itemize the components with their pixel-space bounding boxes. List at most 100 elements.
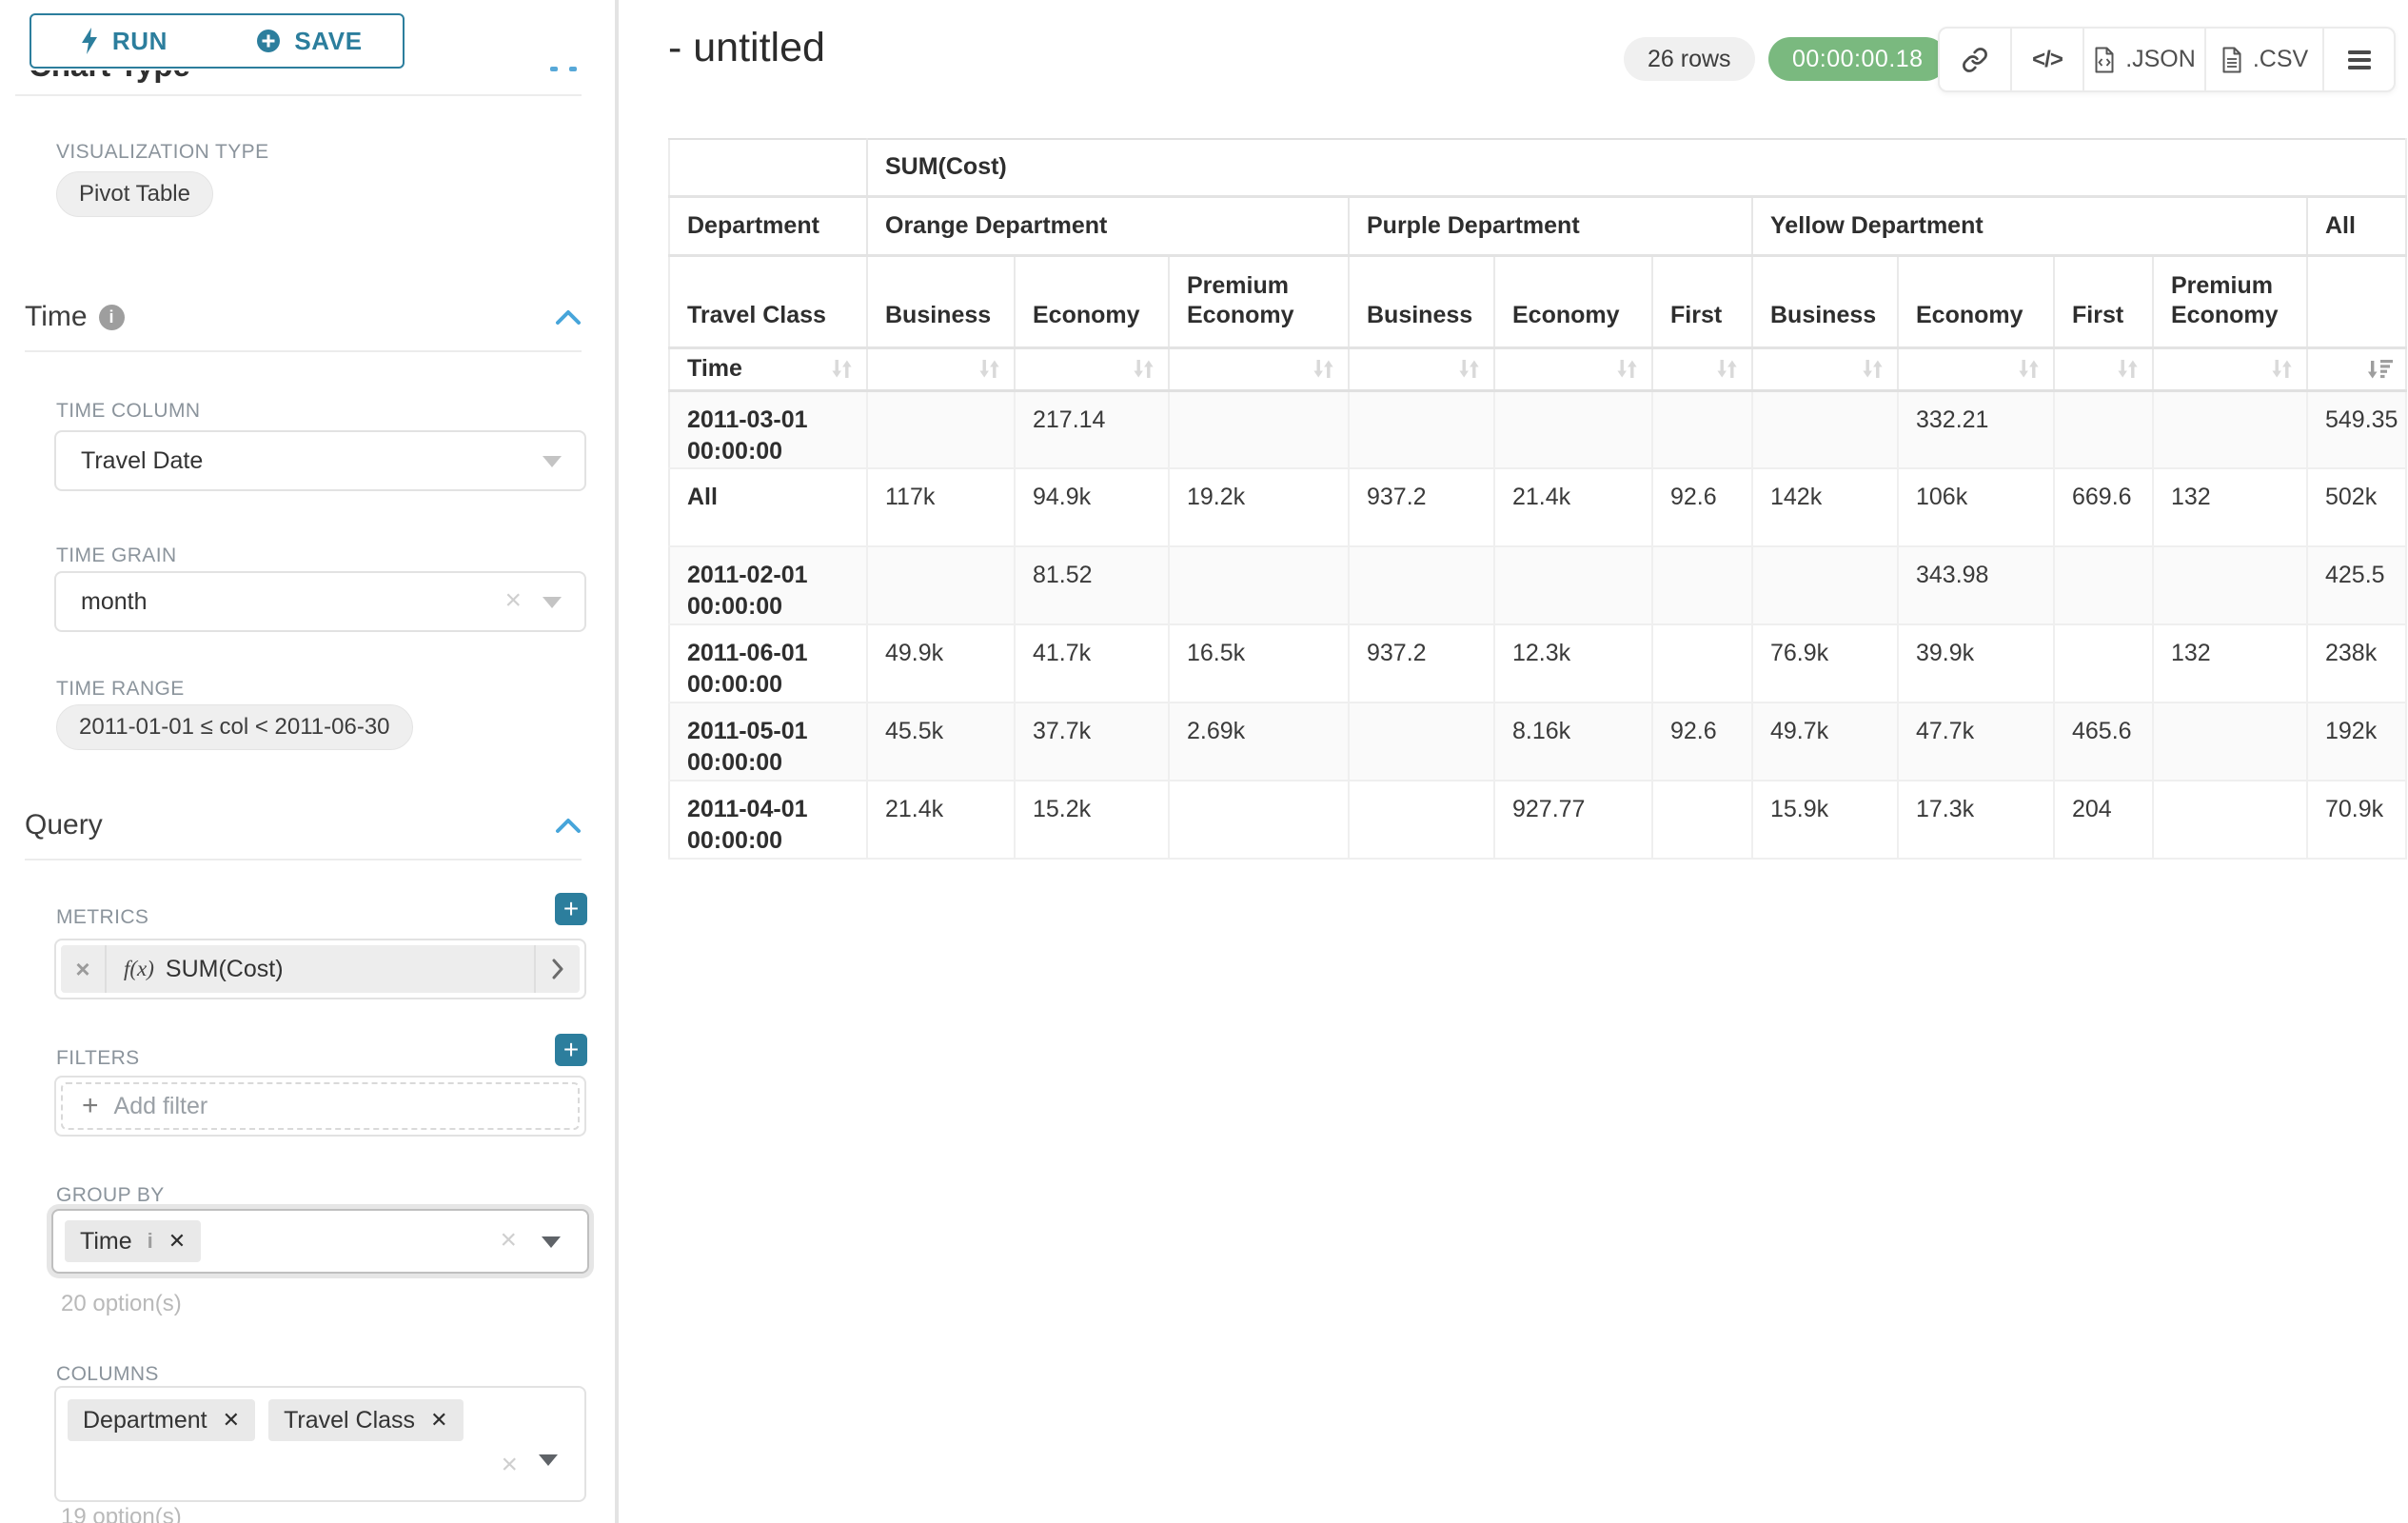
table-row: 2011-04-01 00:00:00 21.4k 15.2k 927.77 15.9k… xyxy=(669,781,2408,860)
pivot-col-header: Business xyxy=(867,255,1016,349)
visualization-type-label: VISUALIZATION TYPE xyxy=(56,141,269,163)
visualization-type-chip[interactable]: Pivot Table xyxy=(56,171,213,217)
remove-icon[interactable]: ✕ xyxy=(430,1408,448,1432)
pivot-value-cell: 15.9k xyxy=(1752,781,1899,860)
pivot-value-cell: 19.2k xyxy=(1169,468,1350,547)
column-group-header: Orange Department xyxy=(867,196,1350,257)
metric-pill[interactable]: × f(x) SUM(Cost) xyxy=(61,945,580,993)
clear-icon[interactable]: × xyxy=(504,583,522,616)
pivot-value-cell: 21.4k xyxy=(1494,468,1653,547)
time-range-chip[interactable]: 2011-01-01 ≤ col < 2011-06-30 xyxy=(56,704,413,750)
sort-icon[interactable] xyxy=(2016,356,2042,382)
sort-icon[interactable] xyxy=(2269,356,2295,382)
export-csv-button[interactable]: .CSV xyxy=(2206,29,2324,90)
pivot-value-cell xyxy=(2054,624,2154,703)
sort-cell xyxy=(867,347,1016,392)
time-section-header: Time i xyxy=(25,301,582,333)
sort-icon[interactable] xyxy=(1614,356,1640,382)
pivot-value-cell xyxy=(2153,546,2308,625)
clipped-icon xyxy=(569,67,577,71)
time-section-title: Time xyxy=(25,301,88,332)
sort-cell xyxy=(1494,347,1653,392)
json-label: .JSON xyxy=(2125,46,2196,72)
add-filter-dropzone[interactable]: + Add filter xyxy=(61,1082,580,1130)
group-by-chips: Time i ✕ xyxy=(65,1220,202,1262)
pivot-value-cell: 92.6 xyxy=(1652,702,1753,781)
selected-value-chip[interactable]: Travel Class ✕ xyxy=(268,1399,464,1441)
pivot-col-header: Business xyxy=(1752,255,1899,349)
save-button[interactable]: SAVE xyxy=(216,13,405,69)
sort-icon[interactable] xyxy=(977,356,1002,382)
remove-icon[interactable]: ✕ xyxy=(222,1408,241,1432)
sort-icon[interactable] xyxy=(1456,356,1482,382)
divider xyxy=(15,94,582,96)
pivot-value-cell xyxy=(1652,781,1753,860)
pivot-value-cell: 117k xyxy=(867,468,1016,547)
time-column-label: TIME COLUMN xyxy=(56,400,201,422)
time-column-select[interactable]: Travel Date xyxy=(54,430,586,491)
chevron-right-icon[interactable] xyxy=(534,945,580,993)
more-menu-button[interactable] xyxy=(2324,29,2394,90)
pivot-value-cell: 937.2 xyxy=(1349,624,1495,703)
sort-icon[interactable] xyxy=(1131,356,1156,382)
csv-label: .CSV xyxy=(2252,46,2309,72)
group-by-select[interactable]: Time i ✕ × xyxy=(51,1209,589,1274)
chart-title[interactable]: - untitled xyxy=(668,25,825,70)
pivot-value-cell xyxy=(2153,781,2308,860)
divider xyxy=(25,350,582,352)
pivot-value-cell xyxy=(1652,546,1753,625)
sort-cell xyxy=(1169,347,1350,392)
remove-metric-icon[interactable]: × xyxy=(61,945,107,993)
column-group-header: Yellow Department xyxy=(1752,196,2308,257)
export-json-button[interactable]: .JSON xyxy=(2084,29,2206,90)
panel-divider[interactable] xyxy=(615,0,619,1523)
pivot-table: SUM(Cost) Department Orange Department Purp… xyxy=(668,138,2408,860)
pivot-value-cell: 343.98 xyxy=(1898,546,2055,625)
pivot-value-cell xyxy=(1752,546,1899,625)
info-icon[interactable]: i xyxy=(98,304,125,330)
sort-icon[interactable] xyxy=(1714,356,1740,382)
remove-icon[interactable]: ✕ xyxy=(168,1229,187,1253)
add-filter-button[interactable]: + xyxy=(555,1034,587,1066)
pivot-col-header xyxy=(2307,255,2408,349)
sort-icon[interactable] xyxy=(2115,356,2141,382)
pivot-value-cell xyxy=(867,390,1016,469)
table-row: All 117k 94.9k 19.2k 937.2 21.4k 92.6 142k 106k 6… xyxy=(669,468,2408,547)
query-section-title: Query xyxy=(25,809,103,841)
add-metric-button[interactable]: + xyxy=(555,893,587,925)
row3-corner-label: Travel Class xyxy=(669,255,868,349)
clear-icon[interactable]: × xyxy=(500,1223,517,1256)
run-button[interactable]: RUN xyxy=(30,13,218,69)
sort-icon[interactable] xyxy=(1860,356,1885,382)
pivot-value-cell xyxy=(1169,546,1350,625)
pivot-value-cell xyxy=(1494,390,1653,469)
chevron-up-icon[interactable] xyxy=(555,817,582,834)
columns-select[interactable]: Department ✕ Travel Class ✕ × xyxy=(54,1386,586,1502)
clear-icon[interactable]: × xyxy=(501,1449,518,1480)
pivot-value-cell: 937.2 xyxy=(1349,468,1495,547)
chevron-down-icon xyxy=(543,597,562,608)
pivot-value-cell: 132 xyxy=(2153,624,2308,703)
time-range-label: TIME RANGE xyxy=(56,678,185,700)
pivot-value-cell: 217.14 xyxy=(1015,390,1170,469)
chip-label: Travel Class xyxy=(284,1406,416,1434)
table-row: 2011-05-01 00:00:00 45.5k 37.7k 2.69k 8.16k 9… xyxy=(669,702,2408,781)
pivot-value-cell: 332.21 xyxy=(1898,390,2055,469)
pivot-value-cell: 41.7k xyxy=(1015,624,1170,703)
pivot-col-header: Business xyxy=(1349,255,1495,349)
sort-cell xyxy=(1752,347,1899,392)
sort-icon[interactable] xyxy=(829,356,855,382)
selected-value-chip[interactable]: Department ✕ xyxy=(68,1399,256,1441)
metrics-box: × f(x) SUM(Cost) xyxy=(54,939,586,999)
share-link-button[interactable] xyxy=(1940,29,2012,90)
pivot-value-cell: 21.4k xyxy=(867,781,1016,860)
sort-icon[interactable] xyxy=(1311,356,1336,382)
chevron-up-icon[interactable] xyxy=(555,308,582,326)
time-grain-select[interactable]: month × xyxy=(54,571,586,632)
sort-desc-icon[interactable] xyxy=(2365,356,2394,382)
selected-value-chip[interactable]: Time i ✕ xyxy=(65,1220,202,1262)
pivot-value-cell: 425.5 xyxy=(2307,546,2408,625)
view-query-button[interactable]: </> xyxy=(2012,29,2084,90)
pivot-value-cell: 549.35 xyxy=(2307,390,2408,469)
